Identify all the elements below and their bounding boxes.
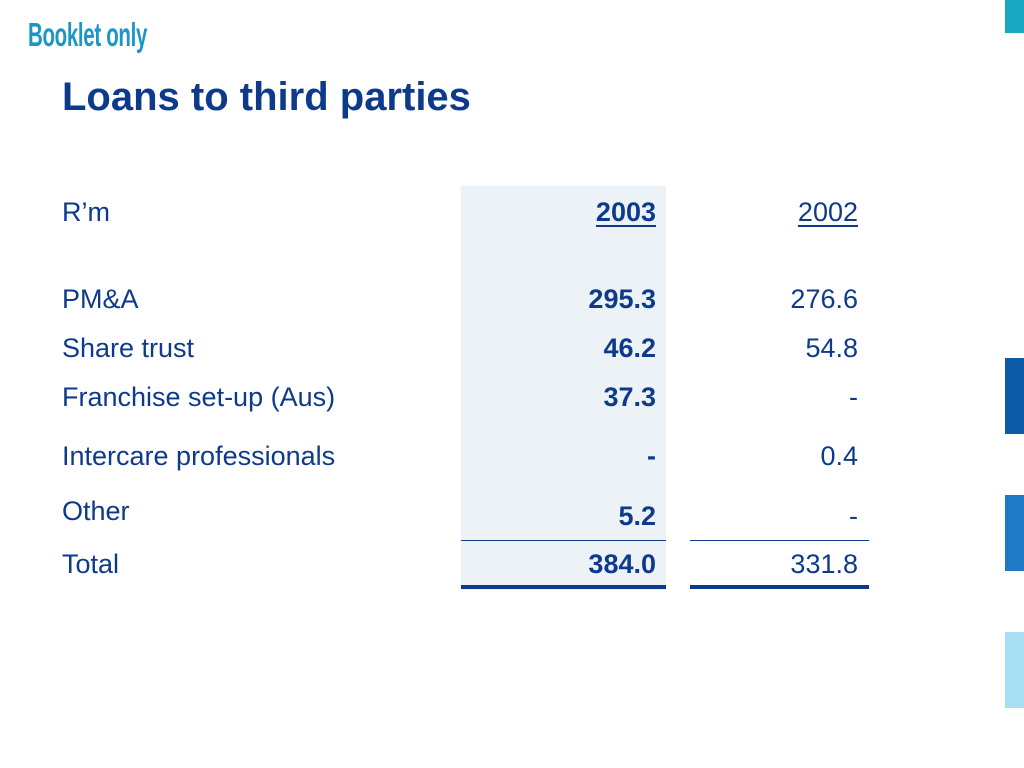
row-value-current: 5.2 <box>618 501 656 531</box>
accent-bar-3 <box>1005 495 1024 571</box>
header-year-current: 2003 <box>595 197 656 227</box>
page-title: Loans to third parties <box>62 75 471 119</box>
header-year-prior: 2002 <box>797 197 858 227</box>
row-value-prior: 276.6 <box>790 284 858 314</box>
row-value-current: - <box>647 441 656 471</box>
row-value-current: 295.3 <box>588 284 656 314</box>
subtotal-line-current <box>461 540 666 541</box>
row-label: PM&A <box>62 284 139 314</box>
current-year-column-shade <box>461 186 666 590</box>
total-value-prior: 331.8 <box>790 549 858 579</box>
booklet-only-tag: Booklet only <box>28 16 148 53</box>
row-value-prior: - <box>849 382 858 412</box>
row-label: Share trust <box>62 333 195 363</box>
total-line-prior <box>690 585 869 589</box>
accent-bar-2 <box>1005 358 1024 434</box>
total-label: Total <box>62 549 120 579</box>
accent-bar-top <box>1005 0 1024 33</box>
row-label: Franchise set-up (Aus) <box>62 382 336 412</box>
row-value-current: 37.3 <box>603 382 656 412</box>
accent-bar-4 <box>1005 632 1024 708</box>
total-line-current <box>461 585 666 589</box>
row-value-prior: - <box>849 501 858 531</box>
total-value-current: 384.0 <box>588 549 656 579</box>
row-value-current: 46.2 <box>603 333 656 363</box>
unit-label: R’m <box>62 197 110 227</box>
row-value-prior: 0.4 <box>820 441 858 471</box>
subtotal-line-prior <box>690 540 869 541</box>
row-value-prior: 54.8 <box>805 333 858 363</box>
row-label: Other <box>62 496 130 526</box>
row-label: Intercare professionals <box>62 441 336 471</box>
